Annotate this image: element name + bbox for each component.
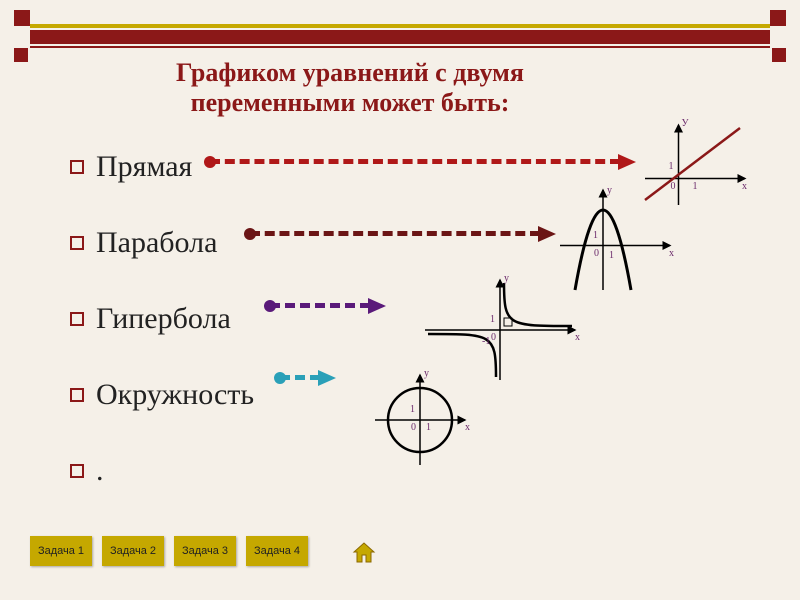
task-buttons: Задача 1 Задача 2 Задача 3 Задача 4 [30,536,380,568]
bullet-item: Окружность [70,378,254,412]
corner-box-right [770,10,786,26]
task-button-3[interactable]: Задача 3 [174,536,236,566]
axis-label: y [607,185,612,196]
bullet-label: Гипербола [96,302,231,336]
bullet-marker [70,160,84,174]
axis-label: 1 [669,161,674,172]
axis-label: 0 [411,422,416,433]
bullet-label: Парабола [96,226,217,260]
task-button-1[interactable]: Задача 1 [30,536,92,566]
axis-label: 0 [491,332,496,343]
bullet-marker [70,464,84,478]
task-label: Задача 1 [38,545,84,557]
chart-circle: yx011 [370,370,470,470]
task-button-4[interactable]: Задача 4 [246,536,308,566]
axis-label: У [682,118,689,129]
bullet-item: . [70,454,254,488]
bullet-label: Прямая [96,150,192,184]
corner-box-br [772,48,786,62]
axis-label: x [465,422,470,433]
bullet-item: Прямая [70,150,254,184]
axis-label: 1 [593,230,598,241]
axis-label: y [504,273,509,284]
axis-label: -1 [482,336,490,347]
axis-label: x [669,248,674,259]
bullet-marker [70,312,84,326]
axis-label: x [575,332,580,343]
axis-label: 1 [609,250,614,261]
axis-label: 0 [594,248,599,259]
bullet-list: Прямая Парабола Гипербола Окружность . [70,150,254,530]
bullet-marker [70,236,84,250]
bullet-label: Окружность [96,378,254,412]
home-button[interactable] [348,536,380,568]
axis-label: y [424,368,429,379]
task-button-2[interactable]: Задача 2 [102,536,164,566]
axis-label: 1 [410,404,415,415]
bullet-label: . [96,454,104,488]
page-title: Графиком уравнений с двумя переменными м… [110,58,590,118]
bullet-item: Гипербола [70,302,254,336]
axis-label: 1 [426,422,431,433]
task-label: Задача 3 [182,545,228,557]
axis-label: 1 [490,314,495,325]
task-label: Задача 4 [254,545,300,557]
axis-label: x [742,181,747,192]
task-label: Задача 2 [110,545,156,557]
bullet-marker [70,388,84,402]
axis-label: 1 [693,181,698,192]
chart-hyperbola: y x 0 1-1 [420,275,580,385]
corner-box-left [14,10,30,26]
home-icon [350,538,378,566]
corner-box-bl [14,48,28,62]
header-stripe [30,24,770,50]
bullet-item: Парабола [70,226,254,260]
